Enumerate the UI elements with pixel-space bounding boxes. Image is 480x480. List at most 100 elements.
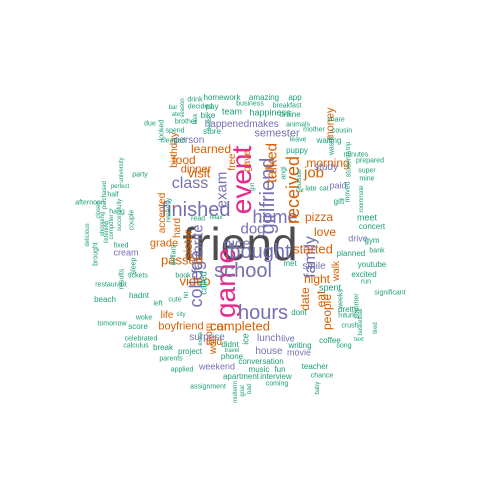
word-didnt: didnt: [221, 340, 239, 349]
word-home: home: [252, 207, 298, 227]
word-hard: hard: [172, 217, 183, 239]
word-movie: movie: [286, 347, 312, 358]
word-text: text: [354, 337, 364, 343]
word-travel: travel: [224, 348, 240, 354]
word-perfect: perfect: [110, 184, 130, 190]
word-excited: excited: [351, 270, 377, 279]
word-happened: happened: [204, 119, 250, 130]
word-breakfast: breakfast: [272, 102, 302, 110]
word-nice: nice: [223, 235, 251, 253]
word-meet: meet: [356, 212, 378, 223]
word-happiness: happiness: [249, 107, 291, 118]
word-baby: baby: [315, 381, 321, 395]
word-bank: bank: [369, 247, 385, 255]
word-spent: spent: [318, 282, 342, 293]
word-pizza: pizza: [304, 210, 334, 224]
word-dollars: dollars: [170, 244, 178, 266]
word-waiting: waiting: [316, 136, 342, 145]
word-delicious: delicious: [85, 223, 91, 247]
word-university: university: [119, 157, 125, 183]
word-phone: phone: [220, 352, 244, 361]
word-store: store: [203, 127, 221, 136]
word-couple: couple: [128, 209, 136, 231]
word-class: class: [171, 175, 209, 192]
word-brought: brought: [92, 242, 100, 266]
word-writing: writing: [288, 341, 312, 350]
word-dinner: dinner: [180, 163, 212, 176]
word-restaurant: restaurant: [95, 281, 127, 289]
word-midterm: midterm: [233, 381, 239, 403]
word-recently: recently: [165, 197, 173, 223]
word-season: season: [180, 98, 186, 118]
word-minutes: minutes: [343, 151, 369, 159]
word-boyfriend: boyfriend: [158, 320, 204, 333]
word-live: live: [281, 333, 295, 344]
word-looked: looked: [158, 119, 166, 141]
word-friend: friend: [182, 218, 298, 270]
word-read: read: [190, 215, 206, 223]
word-concert: concert: [358, 222, 386, 231]
word-super: super: [358, 167, 376, 175]
word-person: person: [173, 135, 205, 146]
word-cat: cat: [319, 185, 329, 193]
word-results: results: [118, 268, 126, 290]
word-business: business: [236, 100, 264, 108]
word-amazing: amazing: [248, 93, 280, 102]
word-finished: finished: [161, 199, 231, 221]
word-ice: ice: [240, 333, 251, 345]
word-successfully: successfully: [117, 198, 123, 232]
word-afternoon: afternoon: [75, 199, 105, 207]
word-coming: coming: [265, 380, 289, 388]
word-girl: girl: [250, 182, 256, 192]
word-roommate: roommate: [359, 185, 365, 213]
word-pretty: pretty: [337, 305, 359, 314]
word-chance: chance: [310, 372, 334, 380]
word-house: house: [255, 346, 283, 357]
word-crush: crush: [341, 322, 359, 330]
word-car: car: [209, 318, 229, 334]
word-exam: exam: [213, 171, 231, 209]
word-started: started: [293, 241, 333, 257]
word-bar: bar: [168, 105, 178, 111]
word-completed: completed: [210, 318, 270, 334]
word-morning: morning: [306, 156, 350, 170]
word-calculus: calculus: [123, 342, 149, 350]
word-song: song: [336, 342, 352, 350]
word-students: students: [345, 150, 353, 178]
word-puppy: puppy: [286, 146, 308, 155]
word-music: music: [248, 365, 270, 374]
word-share: share: [327, 116, 345, 124]
word-dog: dog: [240, 220, 266, 238]
word-task: task: [193, 113, 199, 125]
word-beach: beach: [94, 295, 116, 304]
word-brother: brother: [174, 118, 198, 126]
word-hours: hours: [237, 302, 289, 324]
word-conversation: conversation: [238, 357, 284, 366]
word-free: free: [227, 153, 238, 171]
word-food: food: [172, 153, 196, 167]
word-basketball: basketball: [358, 308, 364, 336]
word-passed: passed: [161, 252, 203, 268]
word-bad: bad: [247, 383, 253, 395]
word-book: book: [175, 272, 191, 280]
word-spend: spend: [165, 127, 185, 135]
word-smile: smile: [302, 261, 326, 272]
word-mturk: mturk: [338, 312, 356, 320]
word-celebrated: celebrated: [124, 335, 158, 343]
word-break: break: [152, 343, 174, 352]
word-tomorrow: tomorrow: [97, 320, 127, 328]
word-computer: computer: [109, 214, 115, 240]
word-weeks: weeks: [337, 289, 345, 309]
word-angi: angi: [280, 166, 288, 180]
word-project: project: [177, 347, 203, 356]
word-youtube: youtube: [357, 260, 387, 269]
word-homework: homework: [203, 93, 241, 102]
word-interview: interview: [260, 372, 292, 381]
word-trip: trip: [346, 141, 352, 151]
word-gym: gym: [364, 236, 380, 245]
word-team: team: [221, 106, 243, 117]
word-car2: car: [295, 188, 305, 194]
word-cousin: cousin: [331, 127, 353, 135]
word-hang: hang: [109, 208, 125, 216]
